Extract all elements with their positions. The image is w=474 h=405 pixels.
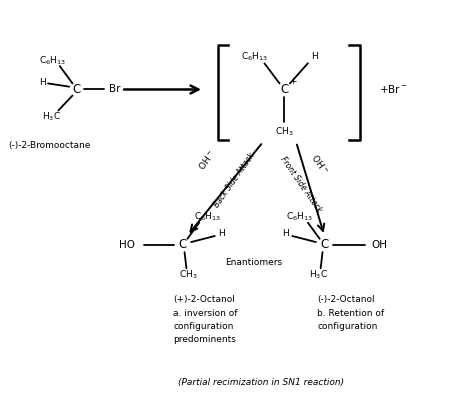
- Text: OH: OH: [372, 240, 388, 250]
- Text: $\mathregular{CH_3}$: $\mathregular{CH_3}$: [275, 126, 293, 138]
- Text: (-)-2-Octanol: (-)-2-Octanol: [318, 295, 375, 304]
- Text: $\mathregular{C_6H_{13}}$: $\mathregular{C_6H_{13}}$: [39, 54, 66, 67]
- Text: $\mathregular{+ Br^-}$: $\mathregular{+ Br^-}$: [379, 83, 408, 96]
- Text: $\mathregular{OH^-}$: $\mathregular{OH^-}$: [309, 152, 330, 176]
- Text: $\mathregular{OH^-}$: $\mathregular{OH^-}$: [196, 148, 217, 172]
- Text: Br: Br: [109, 85, 121, 94]
- Text: H: H: [39, 78, 46, 87]
- Text: Front Side Attack: Front Side Attack: [278, 155, 323, 214]
- Text: C: C: [320, 239, 328, 252]
- Text: $\mathregular{CH_3}$: $\mathregular{CH_3}$: [179, 269, 198, 281]
- Text: b. Retention of: b. Retention of: [318, 309, 384, 318]
- Text: $\mathregular{C_6H_{13}}$: $\mathregular{C_6H_{13}}$: [194, 210, 221, 223]
- Text: predominents: predominents: [173, 335, 236, 344]
- Text: +: +: [289, 77, 297, 86]
- Text: H: H: [283, 229, 289, 238]
- Text: H: H: [218, 229, 225, 238]
- Text: HO: HO: [119, 240, 136, 250]
- Text: H: H: [311, 52, 319, 61]
- Text: $\mathregular{H_3C}$: $\mathregular{H_3C}$: [42, 111, 61, 123]
- Text: $\mathregular{H_3C}$: $\mathregular{H_3C}$: [310, 269, 328, 281]
- Text: (-)-2-Bromooctane: (-)-2-Bromooctane: [8, 141, 90, 151]
- Text: a. inversion of: a. inversion of: [173, 309, 237, 318]
- Text: (Partial recimization in SN1 reaction): (Partial recimization in SN1 reaction): [178, 377, 344, 387]
- Text: C: C: [280, 83, 288, 96]
- Text: $\mathregular{C_6H_{13}}$: $\mathregular{C_6H_{13}}$: [286, 210, 313, 223]
- Text: $\mathregular{C_6H_{13}}$: $\mathregular{C_6H_{13}}$: [241, 50, 268, 63]
- Text: configuration: configuration: [318, 322, 378, 331]
- Text: C: C: [72, 83, 81, 96]
- Text: Enantiomers: Enantiomers: [225, 258, 282, 267]
- Text: (+)-2-Octanol: (+)-2-Octanol: [173, 295, 235, 304]
- Text: configuration: configuration: [173, 322, 234, 331]
- Text: C: C: [179, 239, 187, 252]
- Text: Back Side Attack: Back Side Attack: [212, 151, 257, 209]
